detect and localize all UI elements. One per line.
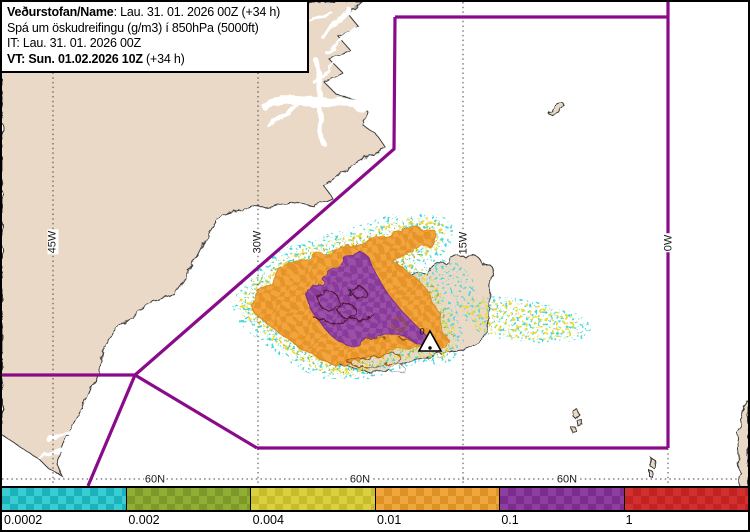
contour-squiggles-dark — [311, 286, 375, 323]
colorbar-label: 0.01 — [376, 513, 402, 527]
fir-boundary-lines — [2, 2, 670, 486]
map-area — [2, 2, 748, 486]
colorbar-label: 0.002 — [128, 513, 160, 527]
colorbar-swatches — [2, 486, 748, 512]
meridian-label-0w: 0W — [662, 233, 675, 253]
colorbar-segment-0.002 — [126, 488, 251, 510]
contour-value-label: 0 — [419, 326, 425, 338]
colorbar-segment-0.1 — [500, 488, 625, 510]
concentration-colorbar: 0.0002 0.002 0.004 0.01 0.1 1 — [2, 486, 748, 530]
info-line-valid-time: VT: Sun. 01.02.2026 10Z (+34 h) — [7, 51, 185, 66]
volcano-marker — [417, 329, 443, 352]
parallel-label-60n: 60N — [555, 473, 579, 486]
forecast-info-box: Veðurstofan/Name: Lau. 31. 01. 2026 00Z … — [2, 2, 309, 73]
info-line-issuer: Veðurstofan/Name: Lau. 31. 01. 2026 00Z … — [7, 5, 281, 19]
info-line-product: Spá um öskudreifingu (g/m3) í 850hPa (50… — [7, 20, 259, 35]
jan-mayen-island — [547, 103, 565, 115]
fjords — [38, 8, 371, 460]
colorbar-labels: 0.0002 0.002 0.004 0.01 0.1 1 — [2, 512, 748, 530]
colorbar-label: 0.0002 — [4, 513, 43, 527]
greenland-landmass — [2, 2, 387, 479]
colorbar-label: 0.1 — [501, 513, 519, 527]
faroe-islands — [570, 408, 583, 433]
scotland-coast — [735, 399, 748, 486]
parallel-label-60n: 60N — [348, 473, 372, 486]
info-line-issue-time: IT: Lau. 31. 01. 2026 00Z — [7, 36, 141, 50]
shetland-islands — [648, 457, 656, 478]
contour-value-label: 1 — [347, 287, 353, 299]
small-islands — [547, 103, 748, 486]
meridian-label-15w: 15W — [457, 230, 470, 256]
contour-squiggles-brown — [345, 316, 414, 369]
colorbar-label: 1 — [625, 513, 633, 527]
meridian-label-45w: 45W — [46, 229, 59, 255]
colorbar-segment-0.0002 — [2, 488, 127, 510]
parallel-label-60n: 60N — [143, 473, 167, 486]
colorbar-segment-0.004 — [251, 488, 376, 510]
colorbar-segment-0.01 — [375, 488, 500, 510]
colorbar-segment-1 — [624, 488, 748, 510]
colorbar-label: 0.004 — [252, 513, 284, 527]
meridian-label-30w: 30W — [251, 229, 264, 255]
